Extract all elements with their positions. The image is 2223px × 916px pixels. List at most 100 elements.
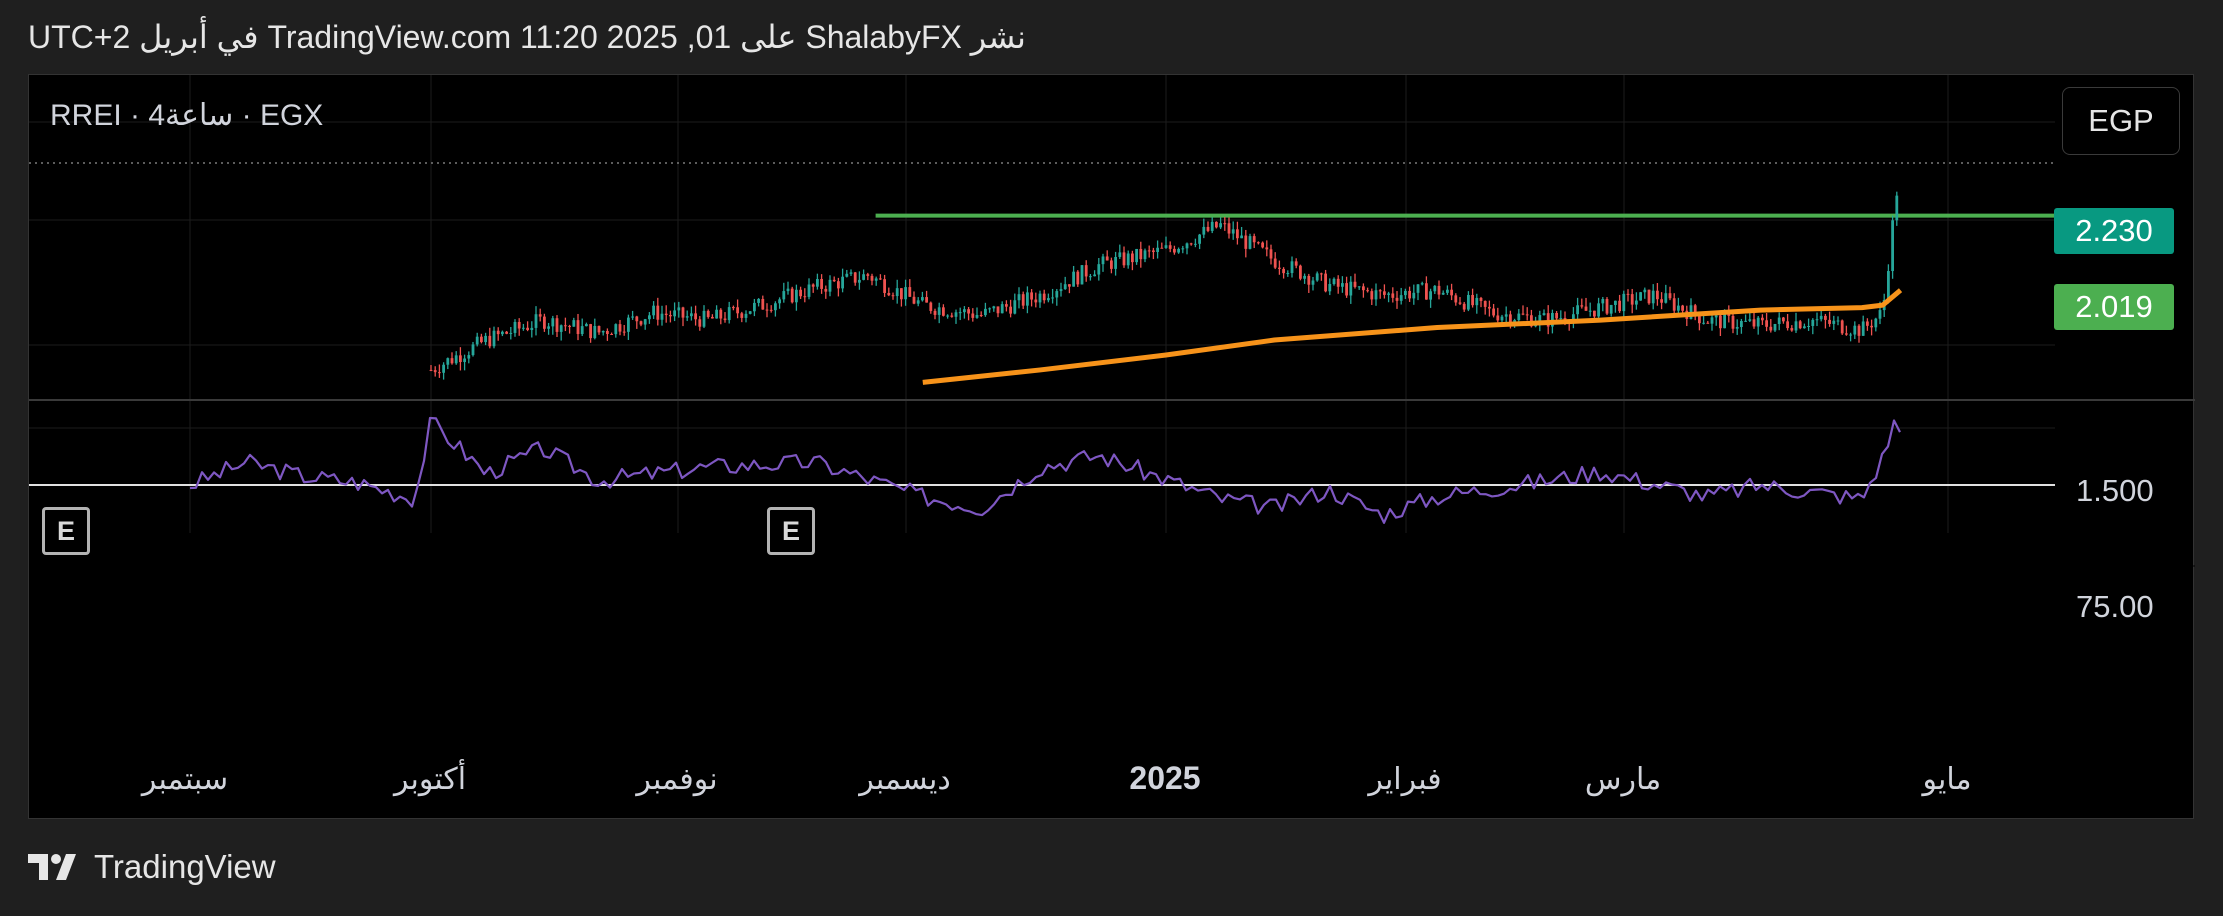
candle-body	[639, 321, 643, 325]
candle-body	[1597, 303, 1600, 317]
candle-body	[1076, 271, 1080, 285]
candle-body	[568, 325, 571, 327]
candle-body	[1366, 290, 1369, 292]
candle-body	[1378, 290, 1382, 292]
candle-body	[1206, 226, 1210, 231]
candle-body	[1391, 293, 1395, 298]
candle-body	[799, 289, 802, 297]
candle-body	[1441, 292, 1445, 295]
candle-body	[1790, 328, 1794, 331]
candle-body	[559, 325, 563, 332]
candle-body	[891, 295, 895, 297]
candle-body	[1643, 289, 1647, 293]
candle-body	[1664, 293, 1668, 303]
candle-body	[702, 310, 706, 327]
last-price-tag: 2.230	[2054, 208, 2174, 254]
candle-body	[1450, 289, 1453, 296]
candle-body	[1244, 235, 1248, 249]
candle-body	[1593, 310, 1596, 317]
candle-body	[1126, 253, 1130, 266]
candle-body	[614, 324, 618, 335]
candle-body	[870, 275, 874, 281]
time-axis-label-may: مايو	[1922, 763, 1972, 796]
candle-body	[1815, 319, 1819, 321]
candle-body	[967, 309, 970, 314]
candle-body	[1177, 248, 1180, 253]
candle-body	[1744, 320, 1747, 322]
candle-body	[958, 312, 962, 314]
candle-body	[1462, 303, 1466, 310]
currency-button[interactable]: EGP	[2062, 87, 2180, 155]
chart-canvas[interactable]	[29, 75, 2195, 820]
candle-body	[984, 308, 987, 316]
candle-body	[656, 305, 660, 320]
candle-body	[1059, 289, 1063, 292]
candle-body	[900, 288, 903, 300]
candle-body	[711, 316, 714, 319]
candle-body	[736, 307, 739, 314]
candle-body	[954, 312, 958, 317]
footer-brand[interactable]: TradingView	[28, 848, 276, 886]
candle-body	[1731, 315, 1735, 329]
candle-body	[887, 292, 891, 296]
candle-body	[1622, 293, 1626, 312]
candle-body	[534, 314, 538, 328]
candle-body	[635, 316, 639, 322]
candle-body	[690, 313, 693, 317]
candle-body	[1282, 268, 1285, 274]
candle-body	[1173, 248, 1176, 253]
candle-body	[706, 310, 710, 317]
candle-body	[618, 324, 622, 332]
candle-body	[513, 321, 517, 333]
candle-body	[1000, 304, 1004, 314]
candle-body	[1315, 273, 1319, 281]
candle-body	[1433, 285, 1437, 292]
candle-body	[1223, 223, 1227, 225]
candle-body	[1328, 284, 1332, 292]
candle-body	[551, 318, 555, 327]
time-axis-label-sep: سبتمبر	[141, 763, 229, 796]
candle-body	[723, 318, 727, 321]
candle-body	[1840, 320, 1844, 334]
candle-body	[1891, 220, 1894, 272]
candle-body	[1210, 221, 1214, 231]
candle-body	[757, 298, 760, 303]
candle-body	[1265, 247, 1269, 250]
candle-body	[673, 310, 676, 317]
candle-body	[475, 336, 479, 345]
candle-body	[1492, 308, 1495, 316]
candle-body	[761, 298, 765, 310]
candle-body	[837, 281, 840, 289]
tradingview-logo-icon	[28, 854, 76, 880]
candle-body	[1425, 283, 1428, 300]
candle-body	[1080, 265, 1084, 285]
earnings-event-badge[interactable]: E	[767, 507, 815, 555]
candle-body	[1887, 271, 1890, 300]
candle-body	[786, 288, 790, 292]
candle-body	[765, 309, 769, 311]
earnings-event-badge[interactable]: E	[42, 507, 90, 555]
candle-body	[912, 296, 916, 304]
candle-body	[1219, 223, 1222, 228]
candle-body	[1618, 300, 1621, 312]
candle-body	[627, 317, 630, 332]
candle-body	[1038, 293, 1042, 303]
candle-body	[555, 318, 559, 332]
publish-header: نشر ShalabyFX على TradingView.com 11:20 …	[28, 19, 1026, 55]
candle-body	[1349, 281, 1353, 296]
candle-body	[858, 279, 861, 283]
candle-body	[1706, 322, 1710, 324]
chart-frame[interactable]	[28, 74, 2195, 820]
candle-body	[1895, 195, 1899, 221]
candle-body	[946, 315, 949, 317]
candle-body	[1446, 289, 1449, 293]
candle-body	[496, 330, 500, 335]
candle-body	[862, 274, 865, 280]
candle-body	[1227, 223, 1231, 234]
candle-body	[652, 305, 655, 316]
candle-body	[1500, 316, 1504, 321]
candle-body	[774, 303, 777, 311]
candle-body	[442, 364, 445, 373]
candle-body	[1794, 321, 1798, 331]
candle-body	[996, 306, 1000, 314]
